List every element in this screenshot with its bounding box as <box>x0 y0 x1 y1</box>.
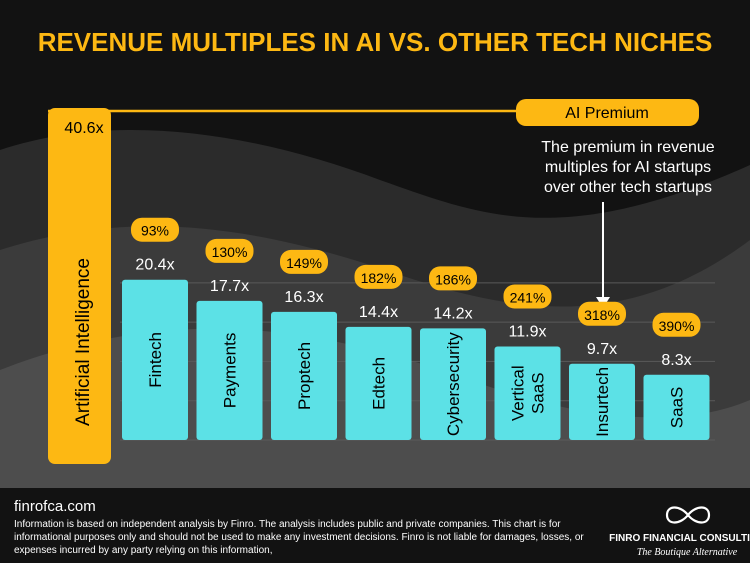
footer-disclaimer-line-2: informational purposes only and should n… <box>14 532 584 543</box>
category-label-7: SaaS <box>668 387 687 429</box>
ai-value-label: 40.6x <box>64 120 103 137</box>
premium-badge-0 <box>131 217 179 242</box>
ai-reference-bar <box>48 108 111 464</box>
premium-label-7: 390% <box>659 318 695 334</box>
bar-series: 20.4x 93% Fintech 17.7x 130% Payments 16.3x 149… <box>122 217 710 440</box>
annotation-line-3: over other tech startups <box>544 179 712 196</box>
premium-badge-7 <box>652 312 701 337</box>
value-label-1: 17.7x <box>210 278 249 295</box>
category-label-5-1: SaaS <box>529 372 548 414</box>
premium-label-5: 241% <box>510 290 546 306</box>
footer-band <box>0 488 750 563</box>
bar-4 <box>420 328 486 440</box>
brand-name: FINRO FINANCIAL CONSULTING <box>609 533 750 544</box>
bar-1 <box>196 300 263 440</box>
annotation-line-1: The premium in revenue <box>541 139 715 156</box>
premium-badge-5 <box>503 284 552 309</box>
brand-tagline: The Boutique Alternative <box>637 547 738 558</box>
premium-label-2: 149% <box>286 255 322 271</box>
premium-label-6: 318% <box>584 307 620 323</box>
chart-title: REVENUE MULTIPLES IN AI VS. OTHER TECH N… <box>38 27 713 57</box>
value-label-3: 14.4x <box>359 304 398 321</box>
value-label-4: 14.2x <box>433 305 472 322</box>
category-label-2: Proptech <box>295 342 314 410</box>
premium-label-0: 93% <box>141 223 169 239</box>
bar-7 <box>643 374 710 440</box>
premium-label-1: 130% <box>212 244 248 260</box>
bar-5 <box>494 346 561 440</box>
footer-disclaimer-line-1: Information is based on independent anal… <box>14 519 561 530</box>
premium-label-3: 182% <box>361 270 397 286</box>
footer-website: finrofca.com <box>14 498 96 515</box>
premium-badge-6 <box>578 301 626 326</box>
value-label-5: 11.9x <box>509 324 547 341</box>
legend-ai-premium <box>516 99 699 126</box>
premium-badge-2 <box>280 249 328 274</box>
category-label-4: Cybersecurity <box>444 332 463 436</box>
footer-disclaimer-line-3: expenses incurred by any party relying o… <box>14 545 272 556</box>
premium-label-4: 186% <box>435 271 471 287</box>
legend-label: AI Premium <box>565 105 649 122</box>
premium-badge-4 <box>429 266 477 291</box>
category-label-3: Edtech <box>370 357 389 410</box>
value-label-2: 16.3x <box>284 289 323 306</box>
bar-2 <box>271 311 337 440</box>
bar-6 <box>569 363 635 440</box>
category-label-5-0: Vertical <box>509 365 528 421</box>
value-label-0: 20.4x <box>135 257 174 274</box>
premium-badge-1 <box>205 238 254 263</box>
bar-3 <box>345 326 412 440</box>
category-label-0: Fintech <box>146 332 165 388</box>
premium-badge-3 <box>354 264 403 289</box>
value-label-6: 9.7x <box>587 341 617 358</box>
annotation-line-2: multiples for AI startups <box>545 159 711 176</box>
bar-0 <box>122 279 188 440</box>
ai-category-label: Artificial Intelligence <box>73 258 94 426</box>
category-label-6: Insurtech <box>593 367 612 437</box>
infinity-icon <box>665 506 711 524</box>
value-label-7: 8.3x <box>661 352 691 369</box>
category-label-1: Payments <box>221 333 240 409</box>
